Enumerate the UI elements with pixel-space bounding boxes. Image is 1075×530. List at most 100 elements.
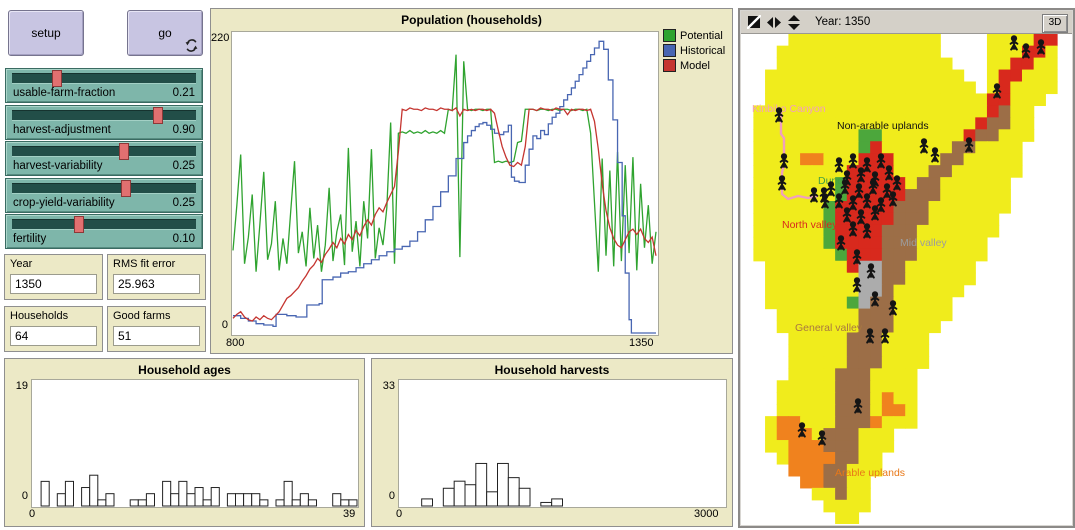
terrain-patch (940, 189, 953, 202)
legend-swatch-model (663, 59, 676, 72)
slider-harvest-adjustment[interactable]: harvest-adjustment 0.90 (5, 105, 203, 140)
slider-handle[interactable] (119, 143, 130, 160)
legend-item-historical: Historical (663, 44, 725, 57)
terrain-patch (846, 117, 860, 130)
terrain-patch (811, 177, 825, 190)
y-axis-min-label: 0 (388, 490, 395, 502)
terrain-patch (893, 308, 906, 322)
slider-track[interactable] (12, 110, 196, 120)
terrain-patch (951, 201, 965, 214)
terrain-patch (905, 320, 918, 334)
terrain-patch (893, 69, 906, 83)
terrain-patch (811, 165, 825, 178)
terrain-patch (835, 93, 848, 107)
terrain-patch (846, 129, 860, 142)
terrain-patch (776, 284, 790, 298)
terrain-patch (893, 45, 906, 59)
monitor-year: Year 1350 (4, 254, 103, 300)
terrain-patch (881, 284, 895, 298)
terrain-patch (800, 296, 813, 310)
slider-crop-yield-variability[interactable]: crop-yield-variability 0.25 (5, 178, 203, 213)
setup-button[interactable]: setup (8, 10, 84, 56)
terrain-patch (905, 201, 918, 214)
y-axis-min-label: 0 (221, 319, 228, 331)
slider-track[interactable] (12, 73, 196, 83)
terrain-patch (928, 212, 941, 226)
go-button[interactable]: go (127, 10, 203, 56)
terrain-patch (858, 428, 871, 441)
slider-track[interactable] (12, 146, 196, 156)
terrain-patch (975, 141, 988, 154)
legend-swatch-potential (663, 29, 676, 42)
terrain-patch (1010, 129, 1023, 142)
hist-bar (291, 499, 301, 507)
slider-usable-farm-fraction[interactable]: usable-farm-fraction 0.21 (5, 68, 203, 103)
view-3d-button[interactable]: 3D (1042, 14, 1068, 33)
terrain-patch (800, 451, 813, 465)
person-agent (809, 187, 819, 203)
terrain-patch (788, 141, 801, 154)
horizontal-arrows-icon (767, 16, 781, 28)
terrain-patch (893, 272, 906, 286)
terrain-patch (1021, 69, 1035, 83)
terrain-patch (776, 69, 790, 83)
terrain-patch (765, 81, 778, 95)
terrain-patch (928, 236, 941, 250)
terrain-patch (940, 141, 953, 154)
terrain-patch (811, 141, 825, 154)
hist-bar (475, 462, 488, 507)
slider-handle[interactable] (121, 180, 132, 197)
terrain-patch (975, 212, 988, 226)
slider-harvest-variability[interactable]: harvest-variability 0.25 (5, 141, 203, 176)
terrain-patch (928, 201, 941, 214)
terrain-patch (788, 201, 801, 214)
terrain-patch (870, 404, 883, 417)
terrain-patch (823, 404, 836, 417)
terrain-patch (788, 248, 801, 262)
terrain-patch (951, 141, 965, 154)
terrain-patch (998, 117, 1011, 130)
terrain-patch (846, 57, 860, 71)
terrain-patch (800, 392, 813, 405)
terrain-patch (893, 260, 906, 274)
terrain-patch (753, 141, 766, 154)
slider-track[interactable] (12, 183, 196, 193)
world-map-area[interactable]: Kinbiko Canyon Non-arable uplands Dunes Nor… (742, 34, 1069, 524)
terrain-patch (905, 248, 918, 262)
slider-fertility[interactable]: fertility 0.10 (5, 214, 203, 249)
terrain-patch (986, 212, 1000, 226)
slider-handle[interactable] (52, 70, 63, 87)
terrain-patch (846, 380, 860, 393)
terrain-patch (858, 475, 871, 489)
terrain-patch (905, 404, 918, 417)
terrain-patch (811, 69, 825, 83)
slider-handle[interactable] (152, 107, 163, 124)
terrain-patch (846, 463, 860, 477)
terrain-patch (928, 296, 941, 310)
terrain-patch (881, 428, 895, 441)
slider-handle[interactable] (73, 216, 84, 233)
terrain-patch (858, 487, 871, 501)
hist-bar (235, 493, 245, 507)
terrain-patch (893, 212, 906, 226)
slider-track[interactable] (12, 219, 196, 229)
terrain-patch (858, 248, 871, 262)
terrain-patch (881, 416, 895, 429)
terrain-patch (811, 308, 825, 322)
terrain-patch (951, 248, 965, 262)
terrain-patch (811, 392, 825, 405)
terrain-patch (986, 201, 1000, 214)
terrain-patch (881, 45, 895, 59)
terrain-patch (940, 212, 953, 226)
terrain-patch (905, 332, 918, 346)
terrain-patch (963, 81, 976, 95)
terrain-patch (905, 368, 918, 381)
terrain-patch (788, 129, 801, 142)
map-region-label: Kinbiko Canyon (752, 103, 826, 115)
terrain-patch (800, 34, 813, 47)
x-axis-min-label: 0 (396, 508, 403, 520)
y-axis-max-label: 220 (211, 32, 230, 44)
terrain-patch (858, 93, 871, 107)
terrain-patch (905, 177, 918, 190)
